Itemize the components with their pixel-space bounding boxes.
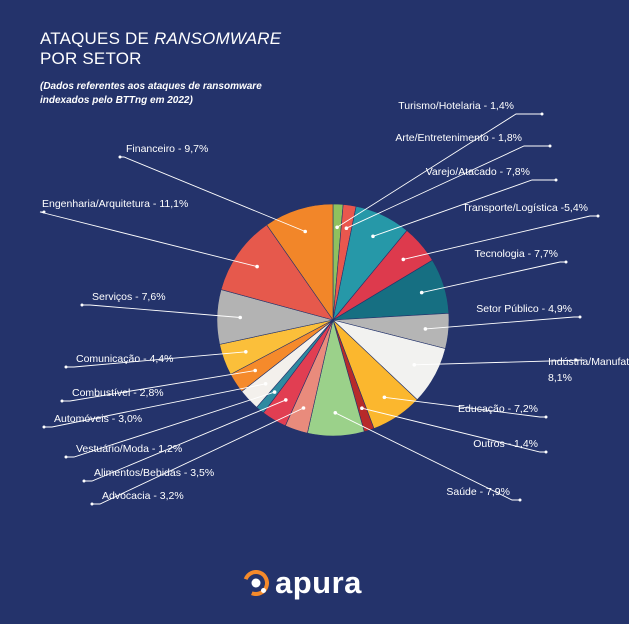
slice-label-tecnologia: Tecnologia - 7,7% — [475, 248, 558, 260]
leader-end-dot-educacao — [544, 415, 548, 419]
leader-dot-engenharia-arquitetura — [255, 264, 259, 269]
slice-label-alimentos-bebidas: Alimentos/Bebidas - 3,5% — [94, 467, 214, 479]
leader-end-dot-alimentos-bebidas — [82, 479, 86, 483]
leader-dot-transporte-logistica — [401, 257, 406, 262]
leader-dot-turismo-hotelaria — [335, 225, 339, 230]
leader-dot-arte-entretenimento — [344, 226, 349, 230]
brand-name: apura — [275, 565, 362, 600]
slice-label-setor-publico: Setor Público - 4,9% — [476, 303, 572, 315]
slice-label-servicos: Serviços - 7,6% — [92, 291, 166, 303]
leader-line-alimentos-bebidas — [84, 399, 286, 482]
apura-logo-icon — [243, 570, 269, 596]
leader-end-dot-servicos — [80, 303, 84, 307]
title-prefix: ATAQUES DE — [40, 29, 154, 48]
leader-dot-combustivel — [253, 368, 257, 373]
leader-line-engenharia-arquitetura — [39, 211, 258, 268]
leader-dot-alimentos-bebidas — [284, 398, 288, 402]
slice-label-combustivel: Combustível - 2,8% — [72, 387, 164, 399]
leader-line-outros — [361, 407, 546, 453]
slice-label-saude: Saúde - 7,9% — [446, 486, 510, 498]
leader-end-dot-outros — [544, 450, 548, 454]
slice-label-automoveis: Automóveis - 3,0% — [54, 413, 142, 425]
leader-end-dot-comunicacao — [64, 365, 68, 369]
leader-end-dot-advocacia — [90, 502, 94, 506]
slice-label-vestuario-moda: Vestuário/Moda - 1,2% — [76, 443, 182, 455]
leader-line-servicos — [82, 304, 241, 318]
leader-line-tecnologia — [421, 261, 566, 294]
leader-dot-industria-manufatura — [412, 363, 417, 367]
leader-end-dot-saude — [518, 498, 522, 502]
leader-dot-educacao — [382, 395, 387, 400]
slice-label-varejo-atacado: Varejo/Atacado - 7,8% — [426, 166, 530, 178]
pie-slice-engenharia-arquitetura — [220, 224, 334, 321]
pie-slices — [216, 203, 450, 437]
leader-end-dot-transporte-logistica — [596, 214, 600, 218]
brand-logo: apura — [243, 565, 362, 601]
leader-end-dot-combustivel — [60, 399, 64, 403]
slice-labels: Turismo/Hotelaria - 1,4% Arte/Entretenime… — [42, 100, 629, 502]
slice-label-engenharia-arquitetura: Engenharia/Arquitetura - 11,1% — [42, 198, 188, 210]
leader-end-dot-engenharia-arquitetura — [42, 210, 46, 214]
leader-end-dot-vestuario-moda — [64, 455, 68, 459]
leader-line-transporte-logistica — [403, 215, 598, 260]
leader-dot-saude — [333, 411, 338, 415]
leader-line-setor-publico — [425, 316, 580, 330]
leader-end-dot-financeiro — [118, 155, 122, 159]
slice-label-outros: Outros - 1,4% — [473, 438, 538, 450]
leader-line-comunicacao — [66, 351, 246, 368]
leader-line-saude — [335, 412, 520, 501]
leader-lines — [39, 112, 600, 506]
slice-label-comunicacao: Comunicação - 4,4% — [76, 353, 173, 365]
slice-label-transporte-logistica: Transporte/Logística -5,4% — [462, 202, 588, 214]
leader-dot-vestuario-moda — [272, 390, 277, 394]
slice-label-educacao: Educação - 7,2% — [458, 403, 538, 415]
subtitle-line1: (Dados referentes aos ataques de ransomw… — [40, 81, 262, 92]
leader-dot-outros — [360, 406, 364, 411]
slice-label-turismo-hotelaria: Turismo/Hotelaria - 1,4% — [398, 100, 514, 112]
leader-line-educacao — [384, 396, 546, 418]
leader-end-dot-varejo-atacado — [554, 178, 558, 182]
slice-label-arte-entretenimento: Arte/Entretenimento - 1,8% — [395, 132, 522, 144]
leader-dot-servicos — [238, 315, 242, 320]
slice-label-financeiro: Financeiro - 9,7% — [126, 143, 208, 155]
slice-label-industria-manufatura-value: 8,1% — [548, 372, 572, 384]
leader-dot-comunicacao — [244, 350, 248, 354]
leader-line-arte-entretenimento — [346, 145, 550, 229]
leader-end-dot-industria-manufatura — [574, 358, 578, 362]
leader-line-automoveis — [44, 383, 266, 428]
leader-line-vestuario-moda — [66, 391, 275, 458]
leader-dot-tecnologia — [419, 290, 424, 295]
slice-label-industria-manufatura: Indústria/Manufatura — [548, 356, 629, 368]
leader-dot-varejo-atacado — [371, 234, 375, 239]
chart-title-line1: ATAQUES DE RANSOMWARE — [40, 29, 281, 49]
chart-title-line2: POR SETOR — [40, 49, 142, 68]
leader-dot-advocacia — [301, 406, 306, 410]
leader-end-dot-tecnologia — [564, 260, 568, 264]
leader-end-dot-arte-entretenimento — [548, 144, 552, 148]
leader-line-turismo-hotelaria — [336, 113, 542, 228]
leader-end-dot-turismo-hotelaria — [540, 112, 544, 116]
leader-line-financeiro — [120, 156, 306, 232]
leader-line-industria-manufatura — [414, 359, 585, 366]
chart-title: ATAQUES DE RANSOMWARE POR SETOR — [40, 29, 281, 69]
leader-end-dot-automoveis — [42, 425, 46, 429]
pie-slice-financeiro — [266, 203, 334, 321]
leader-line-advocacia — [92, 407, 304, 505]
slice-label-advocacia: Advocacia - 3,2% — [102, 490, 184, 502]
leader-line-varejo-atacado — [372, 179, 556, 237]
leader-dot-setor-publico — [423, 327, 428, 331]
leader-line-combustivel — [62, 370, 256, 402]
leader-dot-financeiro — [303, 229, 308, 234]
chart-subtitle: (Dados referentes aos ataques de ransomw… — [40, 80, 300, 108]
title-italic-word: RANSOMWARE — [153, 29, 282, 48]
leader-end-dot-setor-publico — [578, 315, 582, 319]
leader-dot-automoveis — [263, 382, 268, 386]
subtitle-line2: indexados pelo BTTng em 2022) — [40, 95, 193, 106]
